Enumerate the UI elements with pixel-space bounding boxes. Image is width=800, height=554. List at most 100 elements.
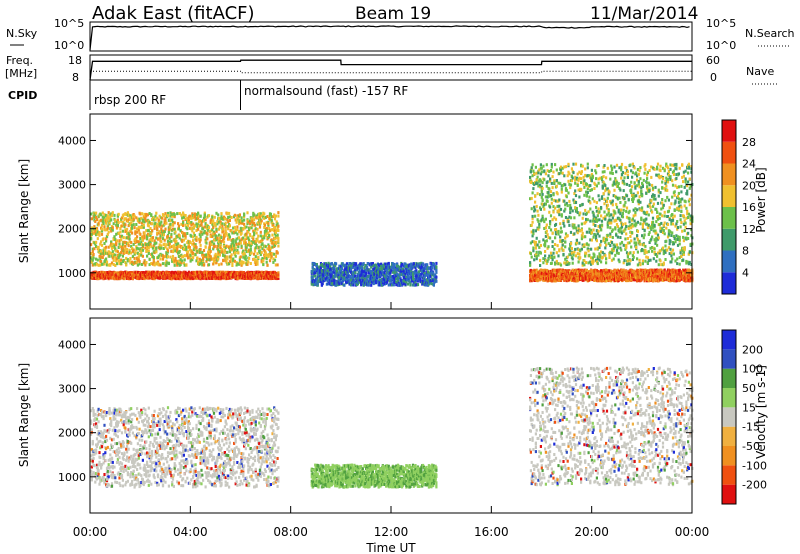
data-cell: [131, 260, 134, 264]
data-cell: [100, 275, 104, 279]
noise-search-label: N.Search: [745, 27, 795, 40]
data-cell: [118, 242, 121, 246]
data-cell: [95, 245, 98, 248]
data-cell: [152, 256, 155, 259]
data-cell: [140, 250, 143, 254]
data-cell: [149, 243, 152, 246]
data-cell: [146, 254, 149, 258]
data-cell: [203, 213, 206, 217]
data-cell: [138, 262, 141, 266]
data-cell: [126, 211, 129, 215]
data-cell: [199, 214, 202, 218]
data-cell: [119, 245, 122, 249]
data-cell: [146, 247, 149, 251]
data-cell: [103, 216, 106, 220]
data-cell: [355, 262, 358, 266]
data-cell: [117, 220, 120, 224]
data-cell: [138, 218, 141, 222]
data-cell: [223, 217, 226, 221]
data-cell: [263, 223, 267, 227]
data-cell: [138, 220, 141, 224]
noise-tick-right-bottom: 10^0: [706, 39, 736, 52]
data-cell: [226, 250, 229, 254]
data-cell: [209, 255, 212, 259]
data-cell: [134, 251, 137, 255]
data-cell: [121, 243, 124, 247]
data-cell: [105, 234, 109, 238]
data-cell: [129, 261, 132, 265]
data-cell: [142, 225, 145, 229]
data-cell: [94, 220, 97, 223]
data-cell: [210, 242, 213, 246]
data-cell: [122, 259, 125, 262]
data-cell: [228, 260, 231, 264]
data-cell: [102, 250, 105, 254]
data-cell: [147, 276, 150, 280]
data-cell: [161, 262, 165, 266]
data-cell: [340, 267, 343, 271]
data-cell: [136, 246, 139, 250]
data-cell: [386, 280, 389, 284]
data-cell: [125, 263, 128, 267]
data-cell: [248, 256, 251, 260]
data-cell: [166, 214, 170, 218]
data-cell: [107, 263, 110, 267]
data-cell: [123, 240, 126, 244]
data-cell: [146, 246, 149, 249]
station-title: Adak East (fitACF): [92, 3, 255, 24]
data-cell: [100, 223, 104, 227]
data-cell: [141, 238, 144, 242]
data-cell: [156, 237, 160, 241]
data-cell: [435, 261, 438, 265]
data-cell: [314, 274, 317, 278]
data-cell: [141, 263, 144, 266]
data-cell: [156, 228, 159, 231]
nave-series: [90, 70, 692, 74]
data-cell: [192, 239, 195, 243]
data-cell: [105, 239, 108, 243]
data-cell: [139, 236, 142, 240]
data-cell: [233, 225, 236, 229]
data-cell: [90, 252, 93, 255]
data-cell: [128, 259, 131, 263]
data-cell: [93, 247, 96, 251]
data-cell: [143, 231, 146, 235]
data-cell: [256, 237, 259, 241]
data-cell: [93, 225, 96, 229]
data-cell: [276, 263, 279, 267]
data-cell: [129, 216, 132, 220]
data-cell: [120, 219, 123, 223]
beam-title: Beam 19: [355, 4, 431, 24]
data-cell: [110, 218, 113, 222]
data-cell: [256, 259, 259, 263]
data-cell: [235, 220, 238, 224]
data-cell: [114, 247, 117, 251]
data-cell: [239, 241, 242, 245]
data-cell: [186, 227, 189, 231]
data-cell: [204, 275, 207, 279]
data-cell: [137, 242, 140, 246]
data-cell: [273, 258, 277, 262]
data-cell: [199, 238, 202, 242]
data-cell: [237, 245, 240, 249]
data-cell: [121, 220, 124, 224]
freq-label-1: Freq.: [6, 54, 33, 67]
data-cell: [121, 271, 124, 275]
data-cell: [148, 257, 151, 261]
data-cell: [124, 260, 127, 264]
data-cell: [114, 238, 117, 242]
data-cell: [276, 233, 279, 237]
data-cell: [151, 252, 154, 256]
data-cell: [245, 246, 248, 250]
data-cell: [411, 274, 415, 278]
data-cell: [112, 258, 115, 262]
data-cell: [204, 218, 207, 222]
data-cell: [116, 214, 119, 218]
data-cell: [133, 214, 136, 218]
data-cell: [274, 214, 277, 218]
data-cell: [266, 263, 269, 267]
data-cell: [131, 246, 134, 250]
data-cell: [143, 236, 146, 240]
data-cell: [141, 218, 144, 222]
data-cell: [253, 218, 256, 222]
